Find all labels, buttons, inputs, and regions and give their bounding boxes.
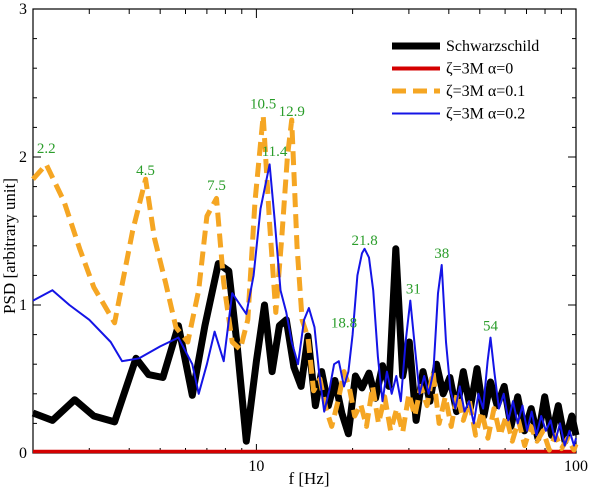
peak-label: 11.4 <box>262 144 288 160</box>
y-tick-label: 0 <box>19 445 27 462</box>
legend-label-1: ζ=3M α=0 <box>446 61 513 78</box>
peak-label: 54 <box>483 319 499 335</box>
legend-label-0: Schwarzschild <box>446 38 539 55</box>
series-line-3 <box>32 163 577 447</box>
x-tick-label: 10 <box>248 458 264 475</box>
series-line-2 <box>31 113 579 453</box>
y-axis-title: PSD [arbitrary unit] <box>0 178 19 314</box>
peak-label: 12.9 <box>279 104 305 120</box>
peak-label: 21.8 <box>351 233 377 249</box>
legend-label-3: ζ=3M α=0.2 <box>446 106 525 123</box>
x-tick-label: 100 <box>564 458 588 475</box>
y-tick-label: 3 <box>19 1 27 18</box>
peak-label: 38 <box>434 246 449 262</box>
series-line-0 <box>31 245 580 445</box>
legend: Schwarzschild ζ=3M α=0 ζ=3M α=0.1 ζ=3M α=0.… <box>392 38 539 123</box>
peak-label: 18.8 <box>331 316 357 332</box>
annotation-layer: 2.2 4.5 7.5 10.5 12.9 11.4 21.8 18.8 31 38 54 <box>37 97 499 335</box>
y-tick-label: 2 <box>19 149 27 166</box>
peak-label: 7.5 <box>207 178 226 194</box>
y-tick-label: 1 <box>19 297 27 314</box>
peak-label: 4.5 <box>136 163 155 179</box>
x-axis-title: f [Hz] <box>288 469 329 488</box>
peak-label: 2.2 <box>37 141 56 157</box>
legend-label-2: ζ=3M α=0.1 <box>446 83 525 100</box>
peak-label: 10.5 <box>250 97 276 113</box>
peak-label: 31 <box>406 282 421 298</box>
series-layer <box>31 113 580 454</box>
